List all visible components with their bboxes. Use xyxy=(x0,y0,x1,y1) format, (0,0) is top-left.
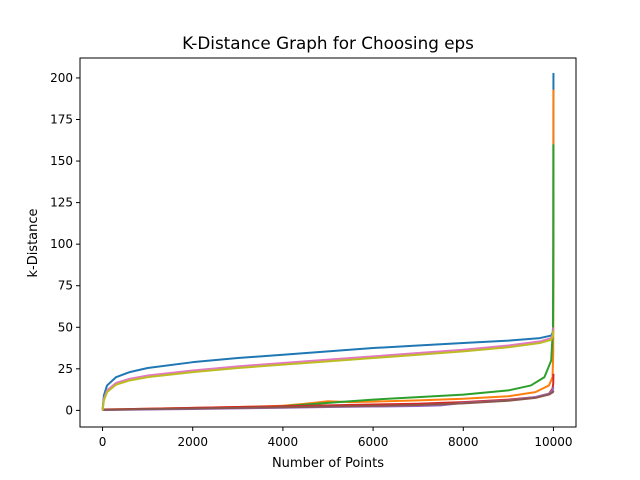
series-line-7 xyxy=(101,327,555,411)
x-tick-label: 2000 xyxy=(177,435,208,449)
x-tick-label: 0 xyxy=(99,435,107,449)
y-tick-label: 125 xyxy=(50,196,73,210)
axis-ticks: 0 2000 4000 6000 8000 10000 0 25 50 75 100 125 150 17… xyxy=(50,71,572,449)
x-tick-label: 4000 xyxy=(268,435,299,449)
y-tick-label: 100 xyxy=(50,237,73,251)
x-tick-label: 8000 xyxy=(448,435,479,449)
y-axis-label: k-Distance xyxy=(26,208,41,277)
y-tick-label: 150 xyxy=(50,154,73,168)
plot-area-frame xyxy=(79,57,577,428)
x-tick-label: 10000 xyxy=(534,435,572,449)
y-tick-label: 25 xyxy=(58,362,73,376)
y-tick-label: 0 xyxy=(65,403,73,417)
series-line-6 xyxy=(102,390,555,411)
y-tick-label: 75 xyxy=(58,279,73,293)
x-tick-label: 6000 xyxy=(358,435,389,449)
y-tick-label: 200 xyxy=(50,71,73,85)
chart-title: K-Distance Graph for Choosing eps xyxy=(182,33,474,53)
series-line-8 xyxy=(101,330,555,411)
series-layer xyxy=(101,72,555,412)
x-axis-label: Number of Points xyxy=(272,456,384,471)
y-tick-label: 50 xyxy=(58,320,73,334)
y-tick-label: 175 xyxy=(50,113,73,127)
